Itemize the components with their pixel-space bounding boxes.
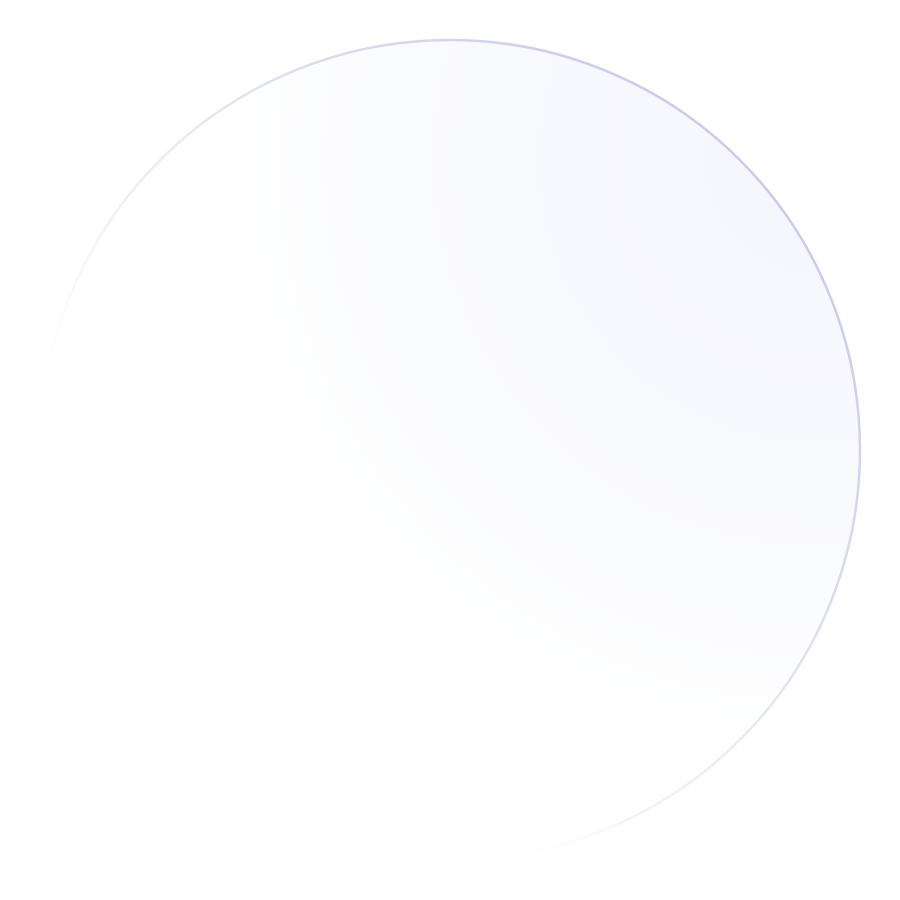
decorative-circle xyxy=(38,38,862,862)
